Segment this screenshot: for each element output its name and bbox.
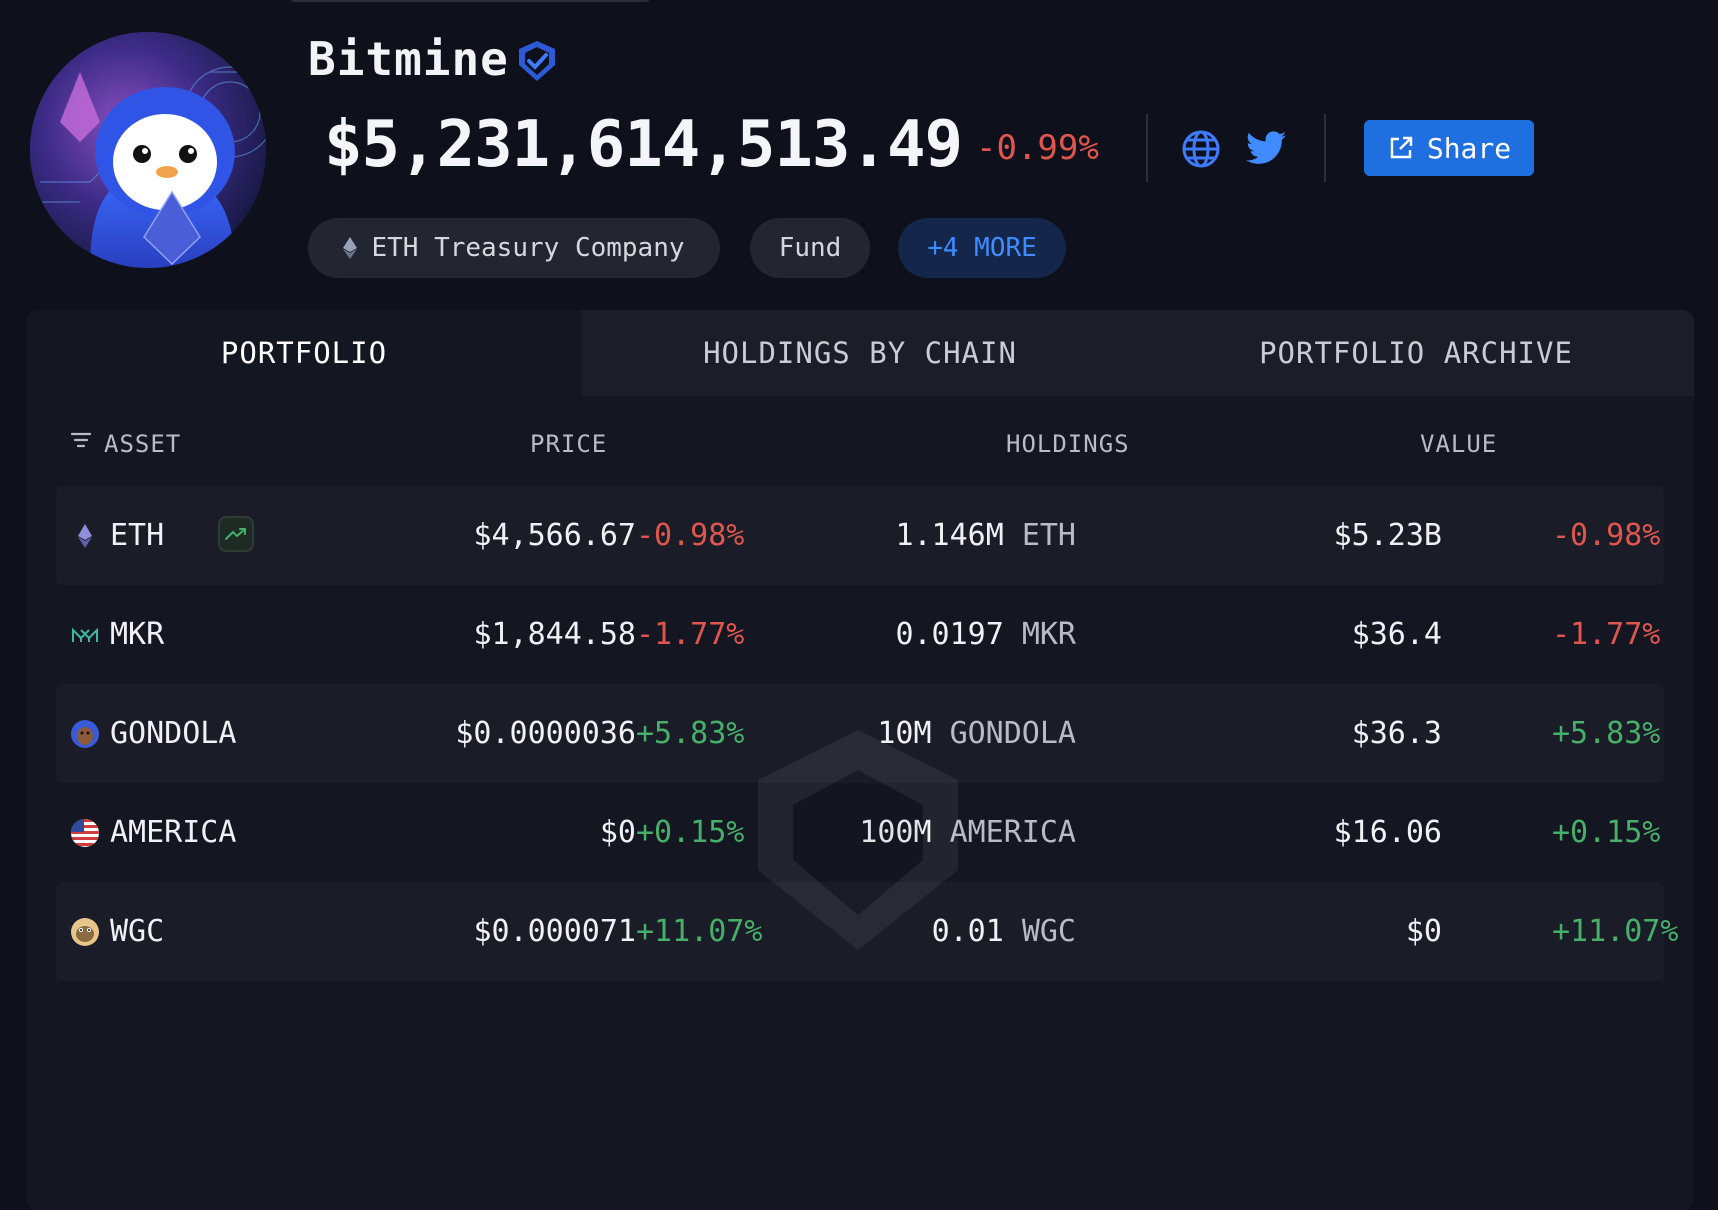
holdings-amount: 0.01 xyxy=(931,914,1004,949)
asset-name: ETH xyxy=(110,518,165,553)
verified-badge-icon xyxy=(519,41,555,81)
balance-change: -0.99% xyxy=(976,128,1099,168)
value-change: -0.98% xyxy=(1552,518,1661,553)
value-change: +5.83% xyxy=(1552,716,1661,751)
column-header-holdings[interactable]: HOLDINGS xyxy=(1006,430,1130,458)
external-link-icon xyxy=(1390,136,1413,159)
share-button-label: Share xyxy=(1426,131,1512,165)
table-row[interactable]: AMERICA $0 +0.15% 100M AMERICA $16.06 +0.… xyxy=(56,783,1664,882)
tag-fund[interactable]: Fund xyxy=(750,218,870,278)
holdings-cell: 0.0197 MKR xyxy=(895,585,1076,684)
holdings-unit: AMERICA xyxy=(949,815,1076,850)
tab-bar: PORTFOLIO HOLDINGS BY CHAIN PORTFOLIO AR… xyxy=(26,310,1694,396)
table-row[interactable]: GONDOLA $0.0000036 +5.83% 10M GONDOLA $36… xyxy=(56,684,1664,783)
holdings-unit: WGC xyxy=(1021,914,1076,949)
holdings-cell: 10M GONDOLA xyxy=(877,684,1076,783)
asset-value: $36.3 xyxy=(1351,716,1442,751)
trending-icon[interactable] xyxy=(218,516,254,552)
asset-value: $5.23B xyxy=(1333,518,1442,553)
globe-icon[interactable] xyxy=(1180,128,1222,170)
asset-price: $1,844.58 xyxy=(473,617,636,652)
eth-icon xyxy=(78,524,92,548)
share-button[interactable]: Share xyxy=(1364,120,1534,176)
column-header-value[interactable]: VALUE xyxy=(1420,430,1498,458)
gondola-icon xyxy=(71,720,99,748)
asset-table: ETH $4,566.67 -0.98% 1.146M ETH $5.23B -0… xyxy=(56,486,1678,981)
price-change: +0.15% xyxy=(636,815,745,850)
price-change: -0.98% xyxy=(636,518,745,553)
asset-name: WGC xyxy=(110,914,165,949)
holdings-amount: 100M xyxy=(859,815,931,850)
more-tags-button[interactable]: +4 MORE xyxy=(898,218,1066,278)
asset-name: AMERICA xyxy=(110,815,237,850)
tag-eth-treasury[interactable]: ETH Treasury Company xyxy=(308,218,720,278)
arkham-watermark-icon xyxy=(758,730,958,950)
asset-value: $36.4 xyxy=(1351,617,1442,652)
asset-price: $4,566.67 xyxy=(473,518,636,553)
asset-price: $0.0000036 xyxy=(455,716,636,751)
top-bar-edge xyxy=(290,0,650,2)
value-change: +11.07% xyxy=(1552,914,1679,949)
filter-icon[interactable] xyxy=(70,430,92,450)
asset-name: GONDOLA xyxy=(110,716,237,751)
value-change: +0.15% xyxy=(1552,815,1661,850)
table-row[interactable]: WGC $0.000071 +11.07% 0.01 WGC $0 +11.07% xyxy=(56,882,1678,981)
holdings-unit: GONDOLA xyxy=(949,716,1076,751)
column-header-asset[interactable]: ASSET xyxy=(104,430,182,458)
us-flag-icon xyxy=(71,819,99,847)
price-change: -1.77% xyxy=(636,617,745,652)
holdings-amount: 10M xyxy=(877,716,932,751)
holdings-unit: MKR xyxy=(1021,617,1076,652)
tag-label: ETH Treasury Company xyxy=(371,233,685,263)
asset-price: $0.000071 xyxy=(473,914,636,949)
price-change: +5.83% xyxy=(636,716,745,751)
eth-icon xyxy=(343,237,358,259)
price-change: +11.07% xyxy=(636,914,763,949)
entity-name: Bitmine xyxy=(308,32,509,86)
tag-label: Fund xyxy=(778,233,842,263)
table-header: ASSET PRICE HOLDINGS VALUE xyxy=(26,396,1694,486)
tab-holdings-by-chain[interactable]: HOLDINGS BY CHAIN xyxy=(582,310,1138,396)
holdings-amount: 1.146M xyxy=(895,518,1004,553)
total-balance: $5,231,614,513.49 xyxy=(324,108,963,182)
tag-label: +4 MORE xyxy=(927,233,1037,263)
entity-avatar xyxy=(30,32,266,268)
asset-name: MKR xyxy=(110,617,165,652)
divider xyxy=(1324,114,1326,182)
holdings-cell: 0.01 WGC xyxy=(932,882,1076,981)
twitter-icon[interactable] xyxy=(1246,130,1286,166)
tab-portfolio-archive[interactable]: PORTFOLIO ARCHIVE xyxy=(1138,310,1694,396)
holdings-amount: 0.0197 xyxy=(895,617,1004,652)
asset-value: $16.06 xyxy=(1333,815,1442,850)
asset-price: $0 xyxy=(599,815,636,850)
table-row[interactable]: MKR $1,844.58 -1.77% 0.0197 MKR $36.4 -1.… xyxy=(56,585,1664,684)
holdings-unit: ETH xyxy=(1021,518,1076,553)
mkr-icon xyxy=(72,627,98,642)
tab-portfolio[interactable]: PORTFOLIO xyxy=(26,310,582,396)
table-row[interactable]: ETH $4,566.67 -0.98% 1.146M ETH $5.23B -0… xyxy=(56,486,1664,585)
column-header-price[interactable]: PRICE xyxy=(530,430,608,458)
holdings-cell: 1.146M ETH xyxy=(895,486,1076,585)
divider xyxy=(1146,114,1148,182)
wgc-icon xyxy=(71,918,99,946)
asset-value: $0 xyxy=(1405,914,1442,949)
value-change: -1.77% xyxy=(1552,617,1661,652)
holdings-cell: 100M AMERICA xyxy=(859,783,1076,882)
portfolio-panel: PORTFOLIO HOLDINGS BY CHAIN PORTFOLIO AR… xyxy=(26,310,1694,1210)
